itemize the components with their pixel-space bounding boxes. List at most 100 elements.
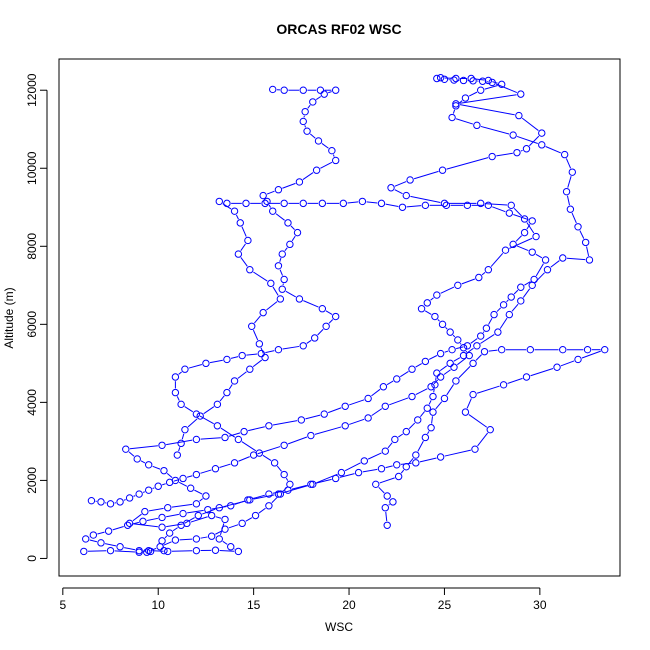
data-point [408,365,416,373]
series-segment [433,379,439,385]
data-point [221,525,229,533]
series-segment [400,371,409,378]
series-segment [468,414,488,428]
data-point [244,496,252,504]
series-segment [162,483,166,486]
data-point [82,535,90,543]
series-segment [496,152,513,157]
data-point [499,381,508,389]
series-segment [124,547,136,551]
data-point [314,137,323,145]
series-segment [186,475,193,478]
data-point [276,490,285,498]
data-point [497,80,506,89]
data-point [417,305,426,313]
series-segment [178,481,188,487]
data-point [179,509,187,518]
series-segment [466,398,472,409]
data-point [331,156,340,165]
data-point [234,547,243,556]
series-segment [200,536,208,539]
series-segment [431,416,433,424]
data-point [469,390,477,399]
data-point [177,521,185,529]
data-point [259,308,267,317]
data-point [202,359,210,368]
series-segment [166,439,193,446]
series-segment [287,436,308,445]
data-point [181,425,189,434]
data-point [402,463,410,471]
data-point [583,345,592,354]
series-segment [452,334,456,338]
data-point [97,539,105,547]
data-point [381,504,389,512]
series-segment [271,496,278,504]
series-segment [524,281,531,286]
series-segment [408,457,414,464]
series-segment [282,486,288,492]
y-tick-label: 0 [25,555,39,562]
series-segment [164,535,168,539]
series-segment [410,195,441,204]
data-point [406,176,414,184]
series-segment [516,245,529,252]
series-segment [477,432,489,447]
series-segment [520,149,523,152]
series-segment [241,226,247,237]
data-point [144,486,153,494]
series-segment [415,363,422,368]
data-point [505,310,514,319]
data-point [459,351,468,360]
series-segment [199,498,203,502]
data-point [165,529,174,537]
series-segment [178,447,181,452]
data-point [246,266,254,274]
series-segment [171,503,193,508]
series-segment [526,222,535,234]
series-segment [140,460,146,464]
data-point [211,546,220,554]
data-point [543,266,552,274]
data-point [135,490,143,498]
data-point [452,100,460,108]
data-point [263,197,271,206]
series-segment [178,371,183,375]
data-point [156,543,164,551]
data-point [135,546,143,555]
plot-frame [58,58,621,577]
data-point [274,345,283,354]
series-segment [571,212,577,224]
series-segment [516,135,538,144]
data-point [276,295,285,303]
series-segment [453,357,461,362]
data-point [459,76,468,85]
series-segment [424,310,432,315]
series-segment [272,420,298,426]
x-tick-label: 30 [533,598,547,612]
data-point [230,459,239,467]
data-point [484,201,493,210]
series-segment [328,91,332,94]
series-segment [215,530,222,535]
series-segment [419,457,437,463]
data-point [215,504,223,512]
data-point [553,363,561,371]
data-point [354,468,363,477]
data-point [446,328,454,336]
series-segment [184,517,195,524]
data-point [310,334,319,342]
series-segment [325,310,333,315]
data-point [164,547,172,556]
data-point [509,240,517,249]
series-segment [444,350,449,353]
series-segment [439,365,448,372]
series-segment [152,487,155,490]
data-point [421,201,430,210]
series-segment [515,235,523,242]
data-point [234,435,243,444]
series-segment [366,201,378,204]
data-point [299,199,307,208]
series-segment [316,473,338,484]
data-point [265,422,273,430]
